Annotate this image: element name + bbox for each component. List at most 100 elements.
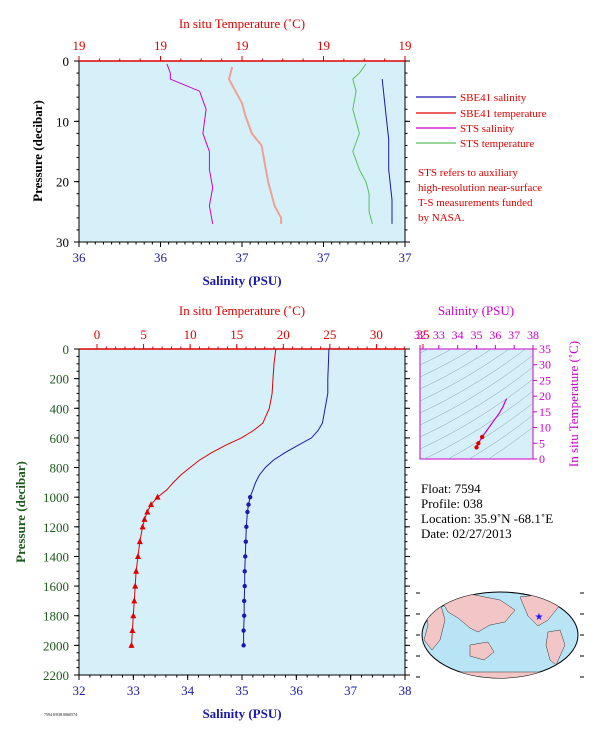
p1-sts-temperature-line <box>352 63 373 225</box>
legend-label-sts-salinity: STS salinity <box>460 123 515 135</box>
full-profile-panel: In situ Temperature (˚C) Salinity (PSU) … <box>13 303 430 721</box>
p1-bottom-axis-label: Salinity (PSU) <box>202 273 281 288</box>
p2-temperature-marker <box>133 567 140 574</box>
p3-right-tick-label: 25 <box>539 373 551 387</box>
location: Location: 35.9˚N -68.1˚E <box>421 511 553 526</box>
p2-top-tick-label: 0 <box>94 327 101 342</box>
p3-top-tick-label: 37 <box>508 328 520 342</box>
p2-bottom-tick-label: 32 <box>73 683 86 698</box>
map-landmass-australia <box>469 641 495 661</box>
p3-right-tick-label: 10 <box>539 421 551 435</box>
p2-salinity-marker <box>243 554 248 559</box>
p1-sbe-salinity-line <box>381 79 393 224</box>
p2-bottom-axis-label: Salinity (PSU) <box>202 706 281 721</box>
p1-legend: SBE41 salinity SBE41 temperature STS sal… <box>416 92 547 150</box>
p2-y-tick-label: 0 <box>63 342 70 357</box>
p2-salinity-marker <box>243 539 249 544</box>
map-landmass-antarctica <box>429 671 571 678</box>
p2-temperature-marker <box>129 627 136 634</box>
p2-temperature-marker <box>134 552 141 559</box>
p3-ts-point <box>476 441 481 446</box>
float-id: Float: 7594 <box>421 481 481 496</box>
p2-top-tick-label: 5 <box>140 327 147 342</box>
p3-top-tick-label: 33 <box>433 328 445 342</box>
p2-salinity-marker <box>241 643 246 648</box>
near-surface-panel: In situ Temperature (˚C) Salinity (PSU) … <box>30 16 547 288</box>
p1-top-axis-label: In situ Temperature (˚C) <box>179 16 305 31</box>
p2-y-axis-label: Pressure (decibar) <box>13 461 28 563</box>
note-line-3: T-S measurements funded <box>418 197 533 209</box>
p3-right-tick-label: 30 <box>539 358 551 372</box>
p3-ts-curve <box>475 398 508 448</box>
p2-salinity-marker <box>247 494 253 500</box>
p2-top-tick-label: 20 <box>277 327 290 342</box>
p3-density-contour <box>423 390 533 459</box>
p2-y-tick-label: 1000 <box>43 490 69 505</box>
p1-y-tick-label: 30 <box>56 235 69 250</box>
p2-series-group <box>128 348 330 648</box>
near-surface-plot-area <box>78 60 406 243</box>
p3-series-group <box>474 398 508 450</box>
p3-density-contour <box>420 354 533 426</box>
p3-top-tick-label: 36 <box>489 328 501 342</box>
p3-density-contour <box>420 349 453 366</box>
p2-bottom-tick-label: 34 <box>181 683 195 698</box>
p2-top-tick-label: 25 <box>323 327 336 342</box>
full-profile-plot-area <box>78 348 406 676</box>
p1-series-group <box>166 63 393 225</box>
p2-temperature-marker <box>141 515 148 522</box>
p2-temperature-line <box>131 348 277 646</box>
p2-bottom-tick-label: 37 <box>344 683 358 698</box>
p2-top-tick-label: 10 <box>184 327 197 342</box>
world-map: ★ <box>416 591 584 679</box>
p2-salinity-line <box>243 348 330 646</box>
note-line-2: high-resolution near-surface <box>418 182 542 194</box>
p3-density-contour <box>488 426 533 459</box>
p2-temperature-marker <box>148 501 155 508</box>
p1-y-axis-label: Pressure (decibar) <box>30 100 45 202</box>
map-landmass-asia <box>439 593 516 633</box>
map-tick-marks <box>416 592 584 678</box>
p1-bottom-tick-label: 37 <box>399 250 413 265</box>
p1-top-tick-label: 19 <box>73 38 86 53</box>
note-line-4: by NASA. <box>418 212 465 224</box>
p2-bottom-tick-label: 33 <box>127 683 140 698</box>
p2-bottom-tick-label: 36 <box>290 683 304 698</box>
footer-code: 7594 0/038 0060574 <box>44 712 77 717</box>
p2-y-tick-label: 200 <box>50 372 70 387</box>
float-location-marker: ★ <box>535 612 544 623</box>
p3-right-tick-label: 5 <box>539 436 545 450</box>
p2-top-tick-label: 35 <box>417 327 430 342</box>
p3-density-contour <box>420 378 533 450</box>
p2-y-tick-label: 600 <box>50 431 70 446</box>
p3-top-tick-label: 38 <box>527 328 539 342</box>
p2-y-tick-label: 1400 <box>43 549 69 564</box>
p1-y-tick-label: 10 <box>56 114 69 129</box>
p2-y-tick-label: 2200 <box>43 668 69 683</box>
profile-number: Profile: 038 <box>421 496 483 511</box>
p3-ts-point <box>474 445 479 450</box>
p3-density-contour <box>420 349 492 390</box>
p2-y-tick-label: 800 <box>50 461 70 476</box>
p3-right-tick-label: 35 <box>539 342 551 356</box>
p1-bottom-tick-label: 36 <box>73 250 87 265</box>
p1-bottom-tick-label: 36 <box>154 250 168 265</box>
p3-density-contour <box>468 414 533 459</box>
note-line-1: STS refers to auxiliary <box>418 167 518 179</box>
p2-temperature-marker <box>132 582 139 589</box>
p2-y-tick-label: 1800 <box>43 609 69 624</box>
p1-top-tick-label: 19 <box>154 38 167 53</box>
p3-top-tick-label: 35 <box>471 328 483 342</box>
p2-bottom-tick-label: 35 <box>236 683 249 698</box>
p1-top-tick-label: 19 <box>399 38 412 53</box>
p1-y-tick-label: 20 <box>56 175 69 190</box>
p1-bottom-tick-label: 37 <box>236 250 250 265</box>
float-info: Float: 7594 Profile: 038 Location: 35.9˚… <box>421 481 553 541</box>
p2-salinity-marker <box>245 509 250 515</box>
p3-density-contour <box>420 349 510 402</box>
p1-axis-ticks: 19 19 19 19 19 36 36 37 37 37 0 10 20 30 <box>56 38 412 265</box>
p1-sts-salinity-line <box>166 63 214 224</box>
